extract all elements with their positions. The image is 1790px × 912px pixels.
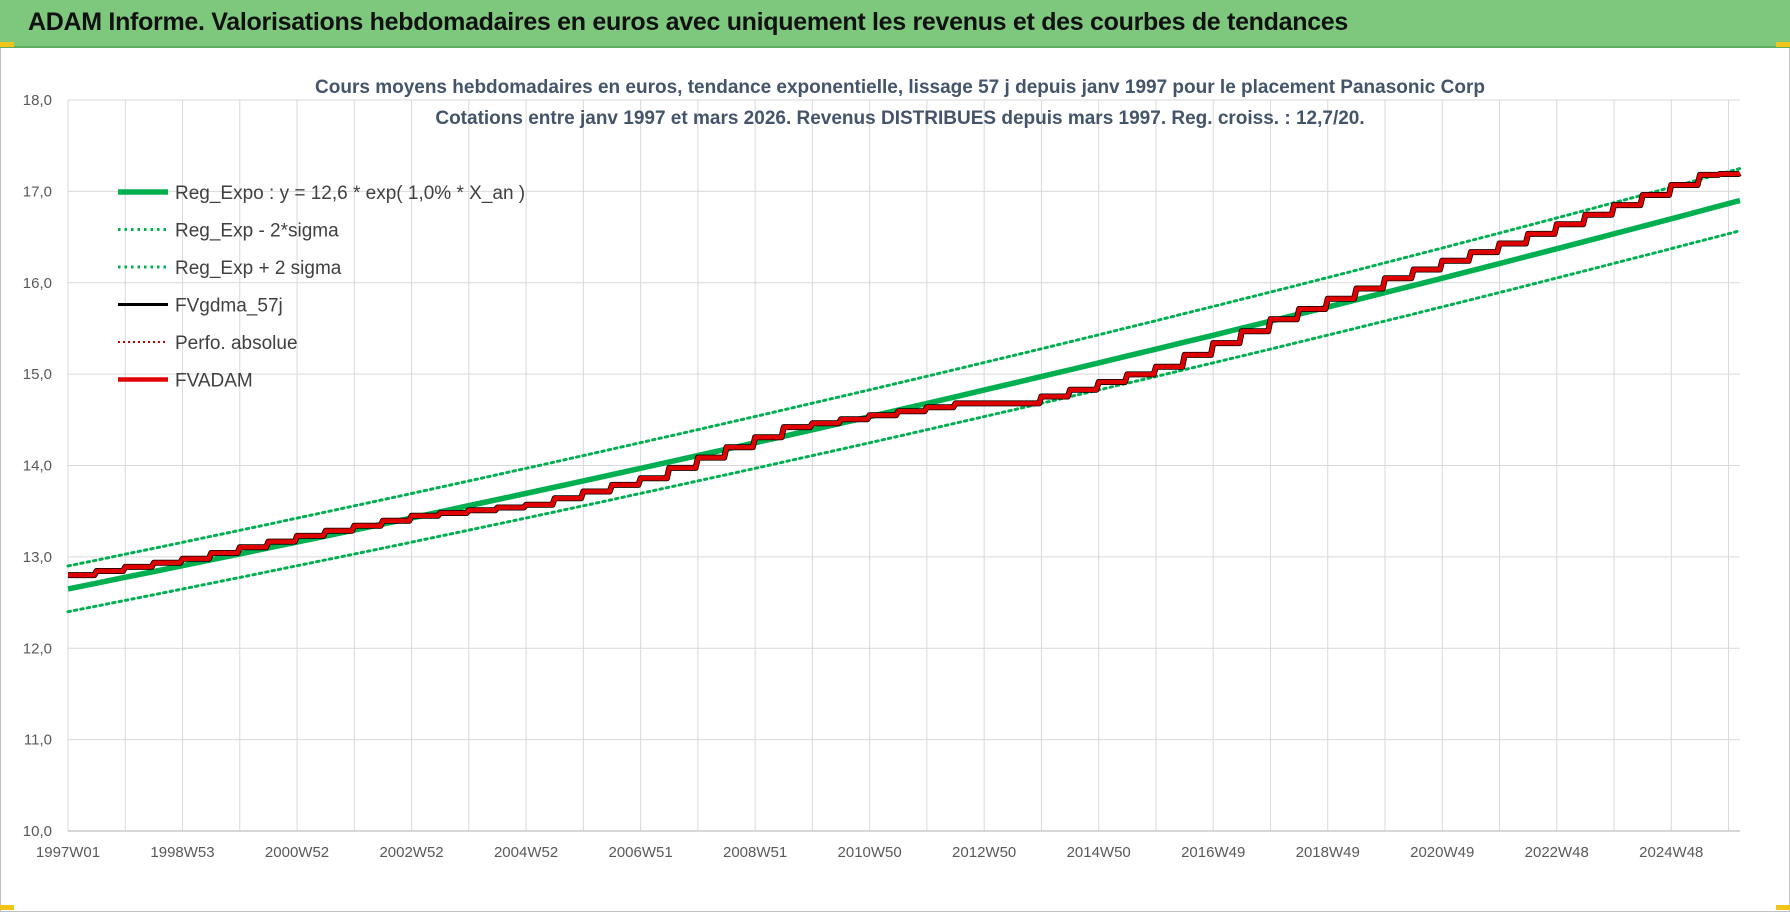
y-tick-label: 11,0 (24, 732, 52, 749)
x-tick-label: 2006W51 (608, 844, 672, 861)
legend-label: Reg_Exp - 2*sigma (175, 221, 339, 242)
x-tick-label: 2010W50 (838, 844, 902, 861)
y-axis: 10,0 11,0 12,0 13,0 14,0 15,0 16,0 17,0 18,0 (23, 92, 52, 840)
y-tick-label: 10,0 (23, 823, 52, 840)
x-tick-label: 2004W52 (494, 844, 558, 861)
chart-title-line2: Cotations entre janv 1997 et mars 2026. … (435, 108, 1364, 129)
x-tick-label: 2022W48 (1525, 844, 1589, 861)
y-tick-label: 15,0 (23, 366, 52, 383)
x-tick-label: 2008W51 (723, 844, 787, 861)
y-tick-label: 12,0 (23, 640, 52, 657)
x-tick-label: 1998W53 (150, 844, 214, 861)
x-tick-label: 2018W49 (1296, 844, 1360, 861)
y-tick-label: 18,0 (23, 92, 52, 109)
y-tick-label: 17,0 (23, 183, 52, 200)
legend-label: FVgdma_57j (175, 296, 283, 317)
page-title: ADAM Informe. Valorisations hebdomadaire… (28, 8, 1349, 36)
corner-mark-top-left (0, 42, 14, 47)
x-tick-label: 2014W50 (1067, 844, 1131, 861)
x-tick-label: 1997W01 (36, 844, 100, 861)
corner-mark-bottom-left (0, 905, 14, 910)
legend-label: Reg_Expo : y = 12,6 * exp( 1,0% * X_an ) (175, 183, 525, 204)
grid (67, 99, 1740, 832)
x-tick-label: 2016W49 (1181, 844, 1245, 861)
legend-label: Perfo. absolue (175, 333, 298, 354)
series-fvadam (68, 171, 1742, 578)
y-tick-label: 14,0 (23, 458, 52, 475)
series-reg-plus-2sigma (66, 167, 1742, 568)
legend-label: Reg_Exp + 2 sigma (175, 258, 342, 279)
y-tick-label: 16,0 (23, 275, 52, 292)
corner-mark-top-right (1776, 42, 1790, 47)
chart-title-line1: Cours moyens hebdomadaires en euros, ten… (315, 77, 1485, 98)
series-group (66, 167, 1742, 614)
x-tick-label: 2000W52 (265, 844, 329, 861)
corner-mark-bottom-right (1776, 905, 1790, 910)
series-reg-minus-2sigma (66, 229, 1742, 614)
x-tick-label: 2012W50 (952, 844, 1016, 861)
x-tick-label: 2024W48 (1639, 844, 1703, 861)
header-banner: ADAM Informe. Valorisations hebdomadaire… (0, 0, 1790, 48)
y-tick-label: 13,0 (23, 549, 52, 566)
legend-label: FVADAM (175, 371, 253, 392)
x-axis: 1997W01 1998W53 2000W52 2002W52 2004W52 2006W… (36, 844, 1704, 861)
legend: Reg_Expo : y = 12,6 * exp( 1,0% * X_an )… (118, 183, 525, 392)
x-tick-label: 2002W52 (379, 844, 443, 861)
x-tick-label: 2020W49 (1410, 844, 1474, 861)
